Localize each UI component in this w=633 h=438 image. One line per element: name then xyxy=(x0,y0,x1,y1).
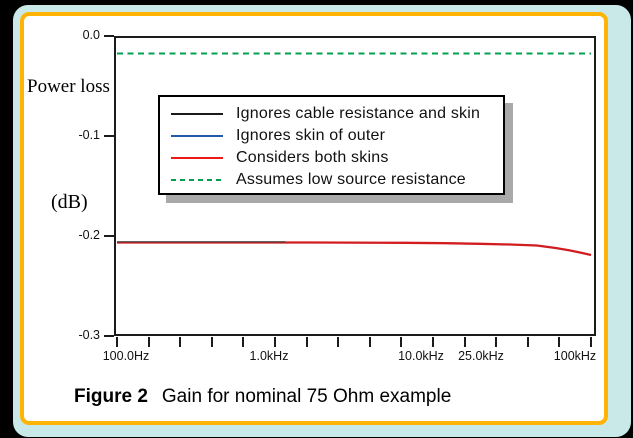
x-tick-mark xyxy=(274,337,276,347)
y-axis-unit: (dB) xyxy=(51,191,88,213)
figure-title: Gain for nominal 75 Ohm example xyxy=(161,386,452,407)
x-tick-mark xyxy=(305,337,308,347)
x-tick-mark xyxy=(179,337,182,347)
x-tick-label: 100kHz xyxy=(553,349,597,363)
x-tick-mark xyxy=(400,337,403,347)
x-tick-mark xyxy=(337,337,340,347)
legend-label: Considers both skins xyxy=(236,149,389,166)
legend-dashed-line-swatch xyxy=(171,179,223,181)
x-tick-label: 25.0kHz xyxy=(458,349,504,363)
y-tick-label: 0.0 xyxy=(82,28,100,42)
legend-row: Ignores skin of outer xyxy=(160,125,503,147)
x-tick-mark xyxy=(558,337,561,347)
legend-solid-line-swatch xyxy=(171,113,223,115)
legend-row: Considers both skins xyxy=(160,147,503,169)
y-tick-mark xyxy=(104,235,114,237)
x-tick-mark xyxy=(210,337,213,347)
x-tick-mark xyxy=(463,337,466,347)
x-tick-label: 100.0Hz xyxy=(102,349,150,363)
legend-row: Ignores cable resistance and skin xyxy=(160,103,503,125)
x-tick-mark xyxy=(590,337,592,347)
legend-row: Assumes low source resistance xyxy=(160,169,503,191)
x-tick-mark xyxy=(368,337,371,347)
legend-label: Assumes low source resistance xyxy=(236,171,466,188)
legend: Ignores cable resistance and skin Ignores… xyxy=(158,95,505,195)
figure-number: Figure 2 xyxy=(74,386,148,407)
x-tick-mark xyxy=(242,337,245,347)
curve-considers-both-skins xyxy=(117,241,592,257)
y-tick-mark xyxy=(104,35,114,37)
x-tick-mark xyxy=(116,337,118,347)
x-tick-mark xyxy=(432,337,434,347)
y-tick-mark xyxy=(104,135,114,137)
x-tick-mark xyxy=(495,337,498,347)
legend-label: Ignores skin of outer xyxy=(236,127,386,144)
x-tick-mark xyxy=(147,337,150,347)
caption: Figure 2 Gain for nominal 75 Ohm example xyxy=(74,386,451,408)
legend-label: Ignores cable resistance and skin xyxy=(236,105,481,122)
y-axis-title: Power loss xyxy=(27,76,110,97)
legend-solid-line-swatch xyxy=(171,135,223,137)
x-tick-label: 10.0kHz xyxy=(398,349,444,363)
x-tick-mark xyxy=(526,337,529,347)
y-tick-label: -0.3 xyxy=(78,328,100,342)
y-tick-label: -0.2 xyxy=(78,228,100,242)
y-tick-mark xyxy=(104,335,114,337)
y-tick-label: -0.1 xyxy=(78,128,100,142)
legend-solid-line-swatch xyxy=(171,157,223,159)
x-tick-label: 1.0kHz xyxy=(249,349,289,363)
